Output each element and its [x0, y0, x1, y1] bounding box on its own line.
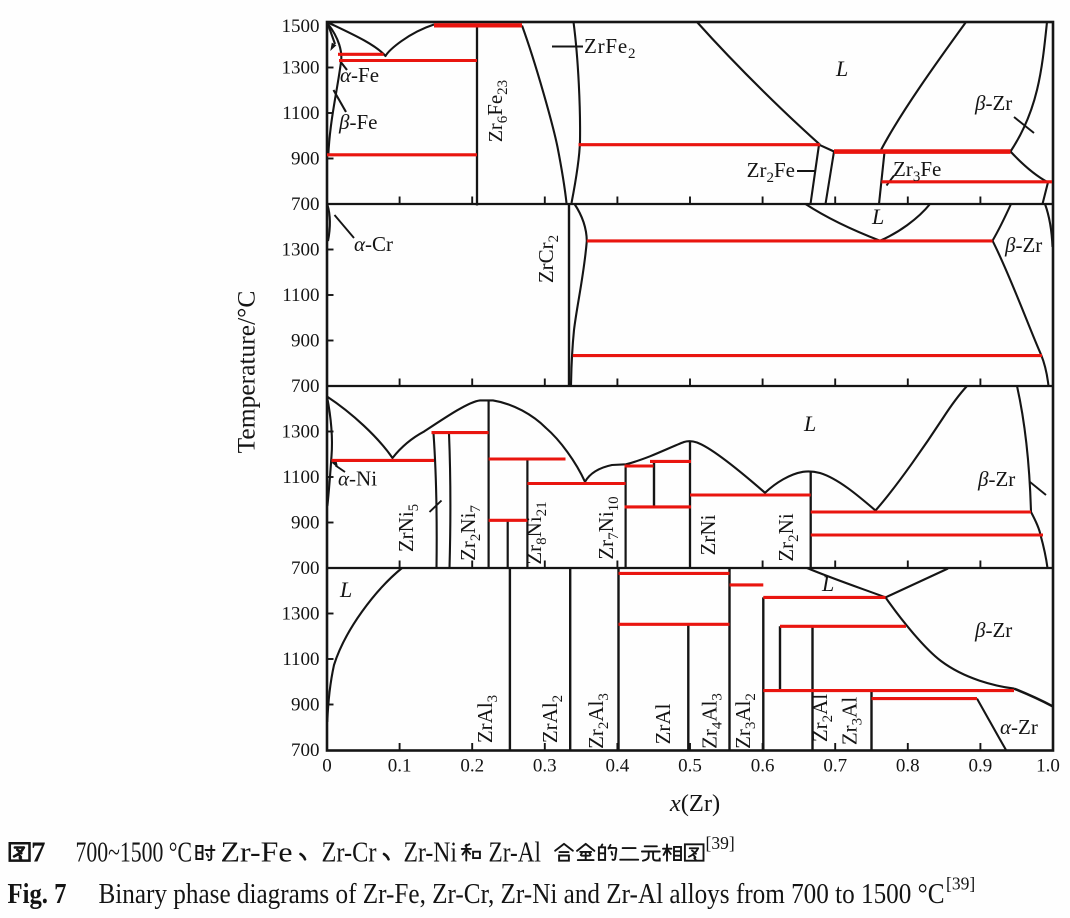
svg-text:ZrNi5: ZrNi5 — [394, 504, 422, 552]
svg-text:Binary phase diagrams of Zr-Fe: Binary phase diagrams of Zr-Fe, Zr-Cr, Z… — [99, 878, 945, 910]
svg-text:Zr6Fe23: Zr6Fe23 — [483, 80, 511, 142]
svg-text:700: 700 — [291, 740, 320, 761]
svg-text:0.1: 0.1 — [388, 756, 412, 777]
svg-text:[39]: [39] — [946, 874, 975, 894]
svg-text:0: 0 — [322, 756, 332, 777]
svg-text:0.8: 0.8 — [896, 756, 920, 777]
svg-text:α-Zr: α-Zr — [1000, 715, 1038, 739]
svg-text:Fig. 7: Fig. 7 — [8, 878, 67, 910]
svg-text:L: L — [871, 204, 884, 229]
svg-text:1300: 1300 — [282, 604, 320, 625]
svg-text:1300: 1300 — [282, 240, 320, 261]
svg-text:1500: 1500 — [282, 16, 320, 37]
svg-text:0.7: 0.7 — [823, 756, 847, 777]
svg-text:0.4: 0.4 — [606, 756, 630, 777]
svg-text:1.0: 1.0 — [1036, 756, 1060, 777]
svg-text:Zr-Cr: Zr-Cr — [322, 837, 377, 869]
svg-text:L: L — [339, 577, 352, 602]
svg-text:700: 700 — [291, 194, 320, 215]
svg-text:β-Zr: β-Zr — [1004, 233, 1042, 257]
svg-text:ZrAl2: ZrAl2 — [538, 695, 566, 743]
svg-text:1100: 1100 — [282, 285, 319, 306]
svg-text:0.9: 0.9 — [969, 756, 993, 777]
svg-text:β-Zr: β-Zr — [974, 91, 1012, 115]
svg-text:0.5: 0.5 — [678, 756, 702, 777]
svg-text:1100: 1100 — [282, 467, 319, 488]
svg-text:900: 900 — [291, 695, 320, 716]
svg-text:Zr-Ni: Zr-Ni — [404, 837, 458, 869]
svg-text:ZrAl: ZrAl — [651, 703, 675, 744]
svg-text:Zr2Al: Zr2Al — [808, 694, 836, 742]
svg-text:700: 700 — [291, 376, 320, 397]
svg-text:ZrFe2: ZrFe2 — [584, 34, 636, 62]
svg-text:α-Cr: α-Cr — [354, 232, 393, 256]
svg-text:Zr-Fe: Zr-Fe — [221, 837, 293, 869]
svg-text:900: 900 — [291, 331, 320, 352]
svg-text:β-Fe: β-Fe — [338, 110, 377, 134]
svg-text:1100: 1100 — [282, 649, 319, 670]
svg-text:β-Zr: β-Zr — [974, 618, 1012, 642]
svg-text:0.3: 0.3 — [533, 756, 557, 777]
svg-text:Zr7Ni10: Zr7Ni10 — [594, 496, 622, 559]
svg-text:900: 900 — [291, 149, 320, 170]
svg-text:Zr4Al3: Zr4Al3 — [698, 693, 726, 749]
svg-text:α-Ni: α-Ni — [338, 467, 377, 491]
svg-text:ZrCr2: ZrCr2 — [534, 235, 562, 283]
svg-text:Temperature/°C: Temperature/°C — [232, 291, 261, 454]
svg-text:0.2: 0.2 — [460, 756, 484, 777]
svg-text:L: L — [803, 411, 816, 436]
svg-text:Zr2Ni7: Zr2Ni7 — [456, 505, 484, 561]
svg-text:ZrNi: ZrNi — [696, 514, 720, 555]
svg-text:700~1500 °C: 700~1500 °C — [76, 837, 193, 869]
svg-text:700: 700 — [291, 558, 320, 579]
svg-text:β-Zr: β-Zr — [977, 467, 1015, 491]
svg-text:[39]: [39] — [706, 833, 735, 853]
svg-text:L: L — [821, 571, 834, 596]
svg-text:0.6: 0.6 — [751, 756, 775, 777]
svg-text:Zr2Al3: Zr2Al3 — [584, 693, 612, 749]
svg-text:Zr3Al2: Zr3Al2 — [731, 693, 759, 749]
svg-text:x(Zr): x(Zr) — [669, 790, 720, 817]
svg-text:1100: 1100 — [282, 103, 319, 124]
svg-text:900: 900 — [291, 513, 320, 534]
svg-text:7: 7 — [31, 837, 46, 869]
svg-text:L: L — [835, 56, 848, 81]
svg-text:1300: 1300 — [282, 58, 320, 79]
svg-text:1300: 1300 — [282, 422, 320, 443]
svg-text:Zr-Al: Zr-Al — [489, 837, 542, 869]
svg-text:ZrAl3: ZrAl3 — [473, 695, 501, 743]
svg-text:α-Fe: α-Fe — [340, 63, 379, 87]
